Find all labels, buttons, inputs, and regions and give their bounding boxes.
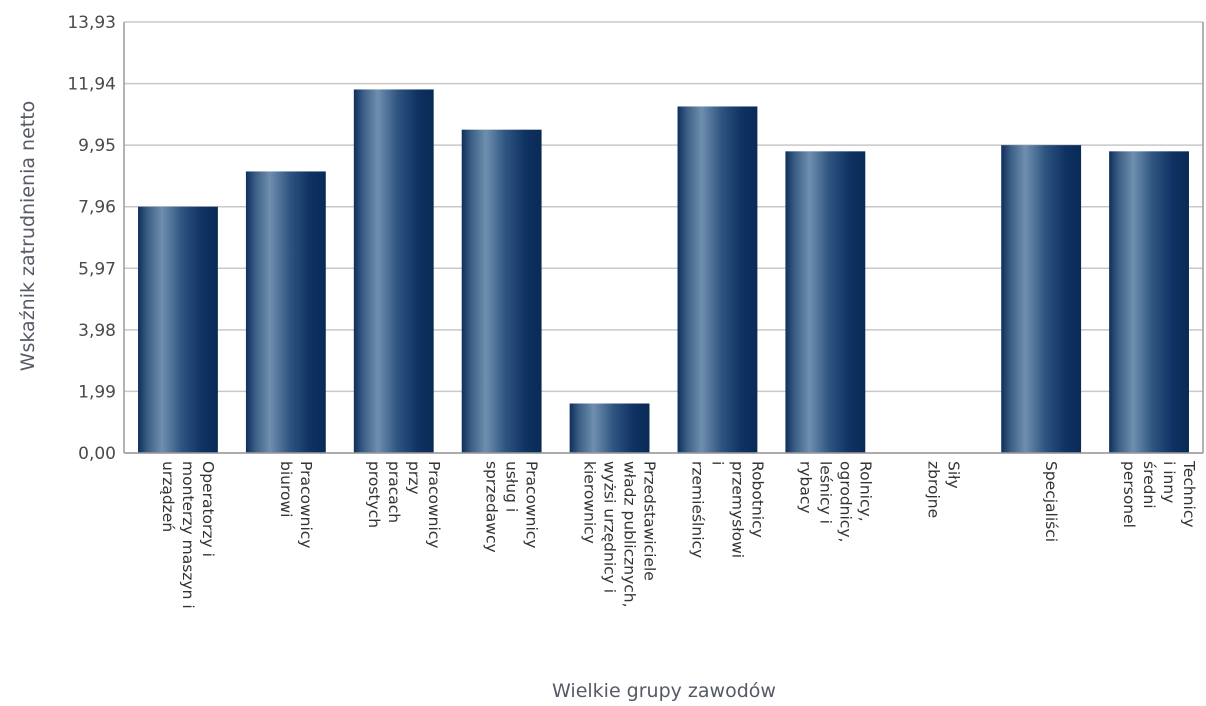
x-tick-label-line: kierownicy (581, 461, 599, 544)
x-tick-label-line: Pracownicy (523, 461, 541, 548)
x-tick-label-line: i (708, 461, 726, 465)
x-tick-label-line: Robotnicy (748, 461, 766, 538)
x-tick-label-line: władz publicznych, (621, 461, 639, 608)
x-tick-label-line: prostych (365, 461, 383, 528)
x-tick-label-line: średni (1140, 461, 1158, 509)
x-tick-label-line: leśnicy i (816, 461, 834, 524)
x-tick-label-line: Operatorzy i (199, 461, 217, 557)
x-tick-label-line: monterzy maszyn i (179, 461, 197, 609)
y-tick-label: 13,93 (67, 13, 116, 33)
y-axis-title: Wskaźnik zatrudnienia netto (17, 101, 39, 372)
bar (569, 403, 650, 453)
x-axis-title: Wielkie grupy zawodów (552, 680, 776, 702)
x-tick-label-line: przy (405, 461, 423, 495)
x-tick-label-line: ogrodnicy, (836, 461, 854, 542)
bars (138, 89, 1189, 454)
x-tick-label-line: Technicy (1180, 460, 1198, 528)
x-tick-label-line: wyżsi urzędnicy i (601, 461, 619, 593)
x-tick-label-line: rzemieślnicy (688, 461, 706, 558)
x-tick-label-line: Siły (944, 461, 962, 489)
x-tick-label-line: rybacy (796, 461, 814, 514)
x-tick-label-line: Specjaliści (1042, 461, 1060, 542)
x-tick-label-line: sprzedawcy (483, 461, 501, 553)
y-tick-label: 7,96 (78, 198, 116, 218)
x-tick-label-line: zbrojne (924, 461, 942, 518)
y-tick-label: 1,99 (78, 382, 116, 402)
x-tick-label-line: i inny (1160, 461, 1178, 503)
x-tick-label-line: Przedstawiciele (641, 461, 659, 581)
x-tick-label-line: Pracownicy (297, 461, 315, 548)
bar (353, 89, 434, 454)
x-tick-label-line: urządzeń (159, 461, 177, 532)
x-tick-label: Specjaliści (1042, 461, 1060, 542)
bar (785, 151, 866, 454)
x-tick-label-line: personel (1120, 461, 1138, 528)
y-tick-label: 11,94 (67, 75, 116, 95)
x-tick-label-line: pracach (385, 461, 403, 523)
x-tick-label-line: usług i (503, 461, 521, 512)
x-tick-label-line: przemysłowi (728, 461, 746, 558)
y-tick-labels: 0,00 1,99 3,98 5,97 7,96 9,95 11,94 13,93 (67, 13, 116, 464)
bar (1109, 151, 1189, 454)
y-tick-label: 5,97 (78, 259, 116, 279)
bar (138, 206, 218, 453)
x-tick-label-line: Rolnicy, (856, 461, 874, 522)
x-tick-label-line: biurowi (277, 461, 295, 517)
axes (123, 22, 1204, 454)
bar (245, 171, 326, 454)
y-tick-label: 9,95 (78, 136, 116, 156)
bar (461, 129, 542, 453)
bar (1001, 145, 1082, 453)
y-tick-label: 0,00 (78, 444, 116, 464)
x-tick-label-line: Pracownicy (425, 461, 443, 548)
y-tick-label: 3,98 (78, 321, 116, 341)
bar (677, 106, 758, 453)
